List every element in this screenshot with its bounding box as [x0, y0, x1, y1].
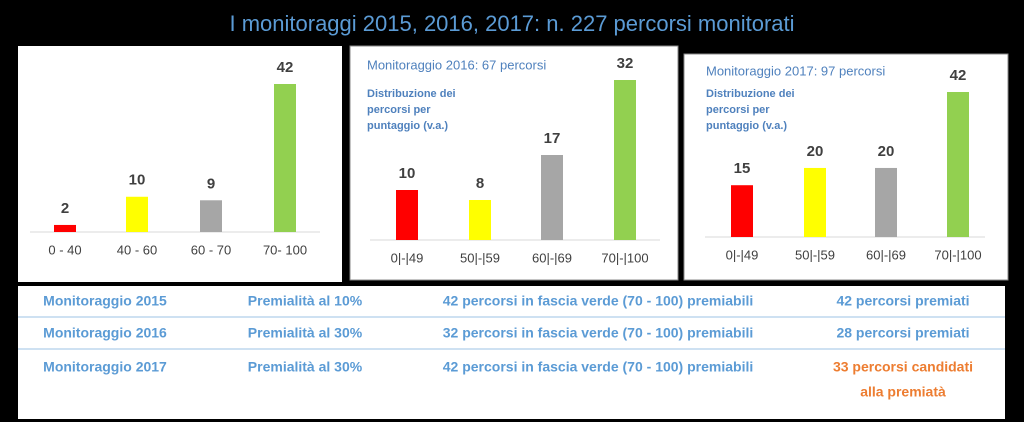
chart-note: percorsi per — [367, 104, 431, 116]
chart-subtitle: Monitoraggio 2017: 97 percorsi — [706, 63, 885, 78]
table-cell: 32 percorsi in fascia verde (70 - 100) p… — [443, 325, 753, 341]
table-cell: Monitoraggio 2015 — [43, 293, 167, 309]
chart-note: Distribuzione dei — [367, 88, 456, 100]
x-tick-label: 50|-|59 — [460, 250, 500, 265]
table-cell: Premialità al 30% — [248, 325, 363, 341]
bar — [804, 167, 826, 237]
slide-title: I monitoraggi 2015, 2016, 2017: n. 227 p… — [229, 11, 794, 36]
bar — [731, 185, 753, 237]
bar — [126, 196, 148, 232]
x-tick-label: 60|-|69 — [532, 250, 572, 265]
table-cell: 28 percorsi premiati — [836, 325, 969, 341]
chart-subtitle: Monitoraggio 2016: 67 percorsi — [367, 57, 546, 72]
value-label: 15 — [734, 160, 751, 177]
chart-note: puntaggio (v.a.) — [706, 120, 787, 132]
x-tick-label: 60 - 70 — [191, 242, 231, 257]
value-label: 9 — [207, 175, 215, 192]
table-cell: 42 percorsi in fascia verde (70 - 100) p… — [443, 359, 753, 375]
table-box — [18, 286, 1005, 419]
bar — [54, 224, 76, 232]
table-cell: Premialità al 30% — [248, 359, 363, 375]
bar — [614, 80, 636, 240]
value-label: 8 — [476, 175, 484, 192]
bar — [396, 190, 418, 240]
value-label: 2 — [61, 200, 69, 217]
value-label: 10 — [129, 172, 146, 189]
x-tick-label: 70|-|100 — [601, 250, 648, 265]
x-tick-label: 0 - 40 — [48, 242, 81, 257]
value-label: 20 — [878, 143, 895, 160]
value-label: 17 — [544, 130, 561, 147]
value-label: 20 — [807, 143, 824, 160]
bar — [875, 167, 897, 237]
bar — [274, 84, 296, 232]
x-tick-label: 70|-|100 — [934, 247, 981, 262]
table-cell: Monitoraggio 2016 — [43, 325, 167, 341]
value-label: 42 — [950, 67, 967, 84]
x-tick-label: 40 - 60 — [117, 242, 157, 257]
x-tick-label: 0|-|49 — [726, 247, 759, 262]
chart-note: percorsi per — [706, 104, 770, 116]
x-tick-label: 60|-|69 — [866, 247, 906, 262]
table-cell: 33 percorsi candidati — [833, 359, 973, 375]
value-label: 10 — [399, 165, 416, 182]
x-tick-label: 0|-|49 — [391, 250, 424, 265]
value-label: 32 — [617, 55, 634, 72]
bar — [469, 200, 491, 240]
x-tick-label: 70- 100 — [263, 242, 307, 257]
bar — [947, 92, 969, 237]
chart-note: Distribuzione dei — [706, 88, 795, 100]
value-label: 42 — [277, 59, 294, 76]
table-cell: 42 percorsi in fascia verde (70 - 100) p… — [443, 293, 753, 309]
bar — [541, 155, 563, 240]
chart-note: puntaggio (v.a.) — [367, 120, 448, 132]
x-tick-label: 50|-|59 — [795, 247, 835, 262]
table-cell: 42 percorsi premiati — [836, 293, 969, 309]
table-cell: Monitoraggio 2017 — [43, 359, 167, 375]
table-cell: Premialità al 10% — [248, 293, 363, 309]
bar — [200, 200, 222, 232]
table-cell: alla premiatà — [860, 384, 946, 400]
